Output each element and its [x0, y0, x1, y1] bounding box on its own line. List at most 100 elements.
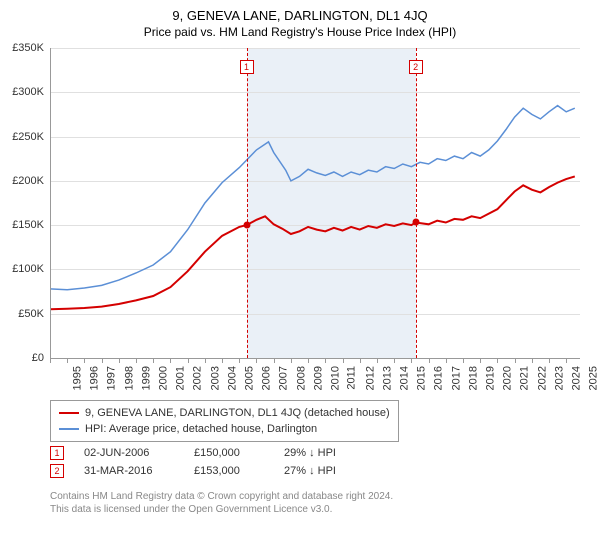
y-axis-label: £250K — [0, 131, 44, 143]
legend-swatch — [59, 412, 79, 414]
series-hpi — [50, 106, 575, 290]
line-series — [50, 48, 580, 358]
x-tick — [411, 358, 412, 363]
x-tick — [188, 358, 189, 363]
sale-diff: 27% ↓ HPI — [284, 465, 364, 477]
x-tick — [256, 358, 257, 363]
legend-label: HPI: Average price, detached house, Darl… — [85, 421, 317, 437]
y-axis-label: £300K — [0, 86, 44, 98]
x-axis-label: 2004 — [226, 366, 238, 390]
x-tick — [102, 358, 103, 363]
x-tick — [394, 358, 395, 363]
x-tick — [308, 358, 309, 363]
sale-date: 02-JUN-2006 — [84, 447, 174, 459]
footnote: Contains HM Land Registry data © Crown c… — [50, 490, 393, 516]
marker-dot — [412, 219, 419, 226]
x-axis-label: 2018 — [467, 366, 479, 390]
x-axis-label: 2024 — [571, 366, 583, 390]
x-tick — [343, 358, 344, 363]
x-tick — [497, 358, 498, 363]
chart-title: 9, GENEVA LANE, DARLINGTON, DL1 4JQ — [0, 0, 600, 23]
x-axis-label: 1998 — [123, 366, 135, 390]
x-axis-label: 2016 — [433, 366, 445, 390]
x-axis-label: 2003 — [209, 366, 221, 390]
x-axis-label: 2015 — [416, 366, 428, 390]
x-axis-label: 2022 — [536, 366, 548, 390]
x-axis-label: 2013 — [381, 366, 393, 390]
x-tick — [239, 358, 240, 363]
x-axis-label: 2021 — [519, 366, 531, 390]
x-axis-label: 1999 — [140, 366, 152, 390]
plot-area: 12 — [50, 48, 580, 358]
marker-box: 2 — [409, 60, 423, 74]
x-axis-label: 2023 — [553, 366, 565, 390]
x-tick — [84, 358, 85, 363]
x-tick — [429, 358, 430, 363]
x-axis-label: 2000 — [158, 366, 170, 390]
x-axis-label: 2011 — [346, 366, 358, 390]
sale-row: 231-MAR-2016£153,00027% ↓ HPI — [50, 464, 364, 478]
marker-line — [247, 48, 248, 358]
x-axis-label: 2010 — [330, 366, 342, 390]
legend-row: 9, GENEVA LANE, DARLINGTON, DL1 4JQ (det… — [59, 405, 390, 421]
x-tick — [170, 358, 171, 363]
sale-row: 1 02-JUN-2006 £150,000 29% ↓ HPI — [50, 446, 364, 460]
x-tick — [360, 358, 361, 363]
x-axis-label: 2006 — [261, 366, 273, 390]
sales-table: 1 02-JUN-2006 £150,000 29% ↓ HPI 2 31-MAR-201… — [50, 446, 364, 482]
legend-swatch — [59, 428, 79, 430]
footnote-line: Contains HM Land Registry data © Crown c… — [50, 490, 393, 503]
x-axis-label: 2002 — [192, 366, 204, 390]
x-tick — [549, 358, 550, 363]
x-tick — [50, 358, 51, 363]
x-tick — [532, 358, 533, 363]
y-axis-label: £200K — [0, 175, 44, 187]
x-tick — [153, 358, 154, 363]
x-tick — [463, 358, 464, 363]
x-tick — [446, 358, 447, 363]
legend-label: 9, GENEVA LANE, DARLINGTON, DL1 4JQ (det… — [85, 405, 390, 421]
x-axis-label: 1996 — [89, 366, 101, 390]
x-axis-label: 2008 — [295, 366, 307, 390]
x-axis-label: 2020 — [502, 366, 514, 390]
x-axis-label: 2007 — [278, 366, 290, 390]
y-axis-label: £350K — [0, 42, 44, 54]
chart-subtitle: Price paid vs. HM Land Registry's House … — [0, 23, 600, 45]
x-tick — [291, 358, 292, 363]
sale-diff: 29% ↓ HPI — [284, 447, 364, 459]
y-axis-label: £50K — [0, 308, 44, 320]
x-axis-label: 2019 — [484, 366, 496, 390]
x-axis-label: 2001 — [175, 366, 187, 390]
x-tick — [119, 358, 120, 363]
x-tick — [480, 358, 481, 363]
x-axis-label: 2005 — [244, 366, 256, 390]
sale-marker: 1 — [50, 446, 64, 460]
legend-row: HPI: Average price, detached house, Darl… — [59, 421, 390, 437]
x-tick — [377, 358, 378, 363]
series-property — [50, 176, 575, 309]
x-axis-label: 2017 — [450, 366, 462, 390]
x-tick — [566, 358, 567, 363]
sale-date: 31-MAR-2016 — [84, 465, 174, 477]
footnote-line: This data is licensed under the Open Gov… — [50, 503, 393, 516]
marker-dot — [243, 222, 250, 229]
x-tick — [136, 358, 137, 363]
x-tick — [515, 358, 516, 363]
sale-marker: 2 — [50, 464, 64, 478]
x-tick — [67, 358, 68, 363]
legend: 9, GENEVA LANE, DARLINGTON, DL1 4JQ (det… — [50, 400, 399, 442]
x-tick — [205, 358, 206, 363]
x-axis-label: 1997 — [106, 366, 118, 390]
x-tick — [325, 358, 326, 363]
y-axis — [50, 48, 51, 358]
x-axis-label: 2025 — [588, 366, 600, 390]
y-axis-label: £150K — [0, 219, 44, 231]
sale-price: £150,000 — [194, 447, 264, 459]
y-axis-label: £0 — [0, 352, 44, 364]
x-axis-label: 2009 — [312, 366, 324, 390]
x-tick — [222, 358, 223, 363]
x-axis-label: 1995 — [71, 366, 83, 390]
x-axis-label: 2012 — [364, 366, 376, 390]
x-axis — [50, 358, 580, 359]
marker-box: 1 — [240, 60, 254, 74]
